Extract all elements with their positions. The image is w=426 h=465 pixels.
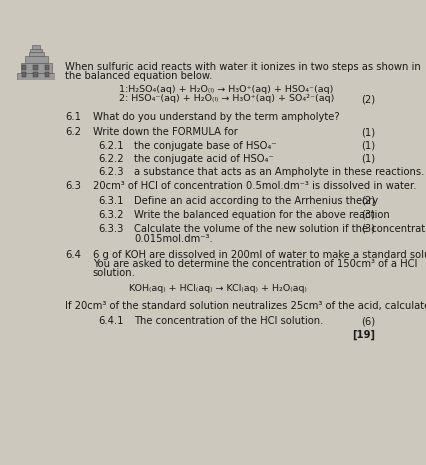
Text: KOH₍aq₎ + HCl₍aq₎ → KCl₍aq₎ + H₂O₍aq₎: KOH₍aq₎ + HCl₍aq₎ → KCl₍aq₎ + H₂O₍aq₎ bbox=[130, 284, 307, 293]
Text: What do you understand by the term ampholyte?: What do you understand by the term ampho… bbox=[93, 112, 340, 122]
Bar bbox=[31, 49, 42, 52]
Text: (2): (2) bbox=[361, 196, 375, 206]
Text: [19]: [19] bbox=[352, 330, 375, 340]
Bar bbox=[33, 66, 38, 70]
Text: 20cm³ of HCl of concentration 0.5mol.dm⁻³ is dissolved in water.: 20cm³ of HCl of concentration 0.5mol.dm⁻… bbox=[93, 180, 416, 191]
Bar bbox=[25, 56, 48, 63]
Bar bbox=[17, 73, 55, 80]
Text: (1): (1) bbox=[361, 153, 375, 164]
Bar bbox=[45, 73, 49, 77]
Text: When sulfuric acid reacts with water it ionizes in two steps as shown in: When sulfuric acid reacts with water it … bbox=[65, 62, 420, 72]
Text: 6.2.1: 6.2.1 bbox=[98, 140, 124, 151]
Bar bbox=[22, 73, 26, 77]
Text: the conjugate base of HSO₄⁻: the conjugate base of HSO₄⁻ bbox=[134, 140, 277, 151]
Text: 6.2: 6.2 bbox=[65, 127, 81, 138]
Text: If 20cm³ of the standard solution neutralizes 25cm³ of the acid, calculate: If 20cm³ of the standard solution neutra… bbox=[65, 301, 426, 311]
Text: (3): (3) bbox=[361, 224, 375, 233]
Text: the conjugate acid of HSO₄⁻: the conjugate acid of HSO₄⁻ bbox=[134, 153, 274, 164]
Text: 6.3.1: 6.3.1 bbox=[98, 196, 123, 206]
Text: (6): (6) bbox=[361, 316, 375, 326]
Bar bbox=[32, 45, 40, 49]
Bar bbox=[22, 66, 26, 70]
Text: the balanced equation below.: the balanced equation below. bbox=[65, 71, 212, 81]
Text: 6.2.3: 6.2.3 bbox=[98, 166, 123, 177]
Text: 6.4.1: 6.4.1 bbox=[98, 316, 123, 326]
Text: 6.1: 6.1 bbox=[65, 112, 81, 122]
Text: 6 g of KOH are dissolved in 200ml of water to make a standard solution: 6 g of KOH are dissolved in 200ml of wat… bbox=[93, 250, 426, 260]
Text: 6.4: 6.4 bbox=[65, 250, 81, 260]
Text: Write the balanced equation for the above reaction: Write the balanced equation for the abov… bbox=[134, 210, 390, 220]
Text: Calculate the volume of the new solution if the concentration is: Calculate the volume of the new solution… bbox=[134, 224, 426, 233]
Text: 2: HSO₄⁻(aq) + H₂O₍ₗ₎ → H₃O⁺(aq) + SO₄²⁻(aq): 2: HSO₄⁻(aq) + H₂O₍ₗ₎ → H₃O⁺(aq) + SO₄²⁻… bbox=[119, 94, 335, 103]
Bar bbox=[29, 52, 44, 56]
Bar bbox=[45, 66, 49, 70]
Text: (1): (1) bbox=[361, 127, 375, 138]
Bar bbox=[33, 73, 38, 77]
Text: You are asked to determine the concentration of 150cm³ of a HCl: You are asked to determine the concentra… bbox=[93, 259, 417, 269]
Text: (2): (2) bbox=[361, 94, 375, 104]
Text: 6.3.3: 6.3.3 bbox=[98, 224, 123, 233]
Text: 6.3.2: 6.3.2 bbox=[98, 210, 123, 220]
Text: 6.3: 6.3 bbox=[65, 180, 81, 191]
Bar bbox=[21, 63, 52, 73]
Text: (1): (1) bbox=[361, 140, 375, 151]
Text: a substance that acts as an Ampholyte in these reactions.: a substance that acts as an Ampholyte in… bbox=[134, 166, 425, 177]
Text: The concentration of the HCl solution.: The concentration of the HCl solution. bbox=[134, 316, 323, 326]
Text: 6.2.2: 6.2.2 bbox=[98, 153, 124, 164]
Text: (3): (3) bbox=[361, 210, 375, 220]
Text: 1:H₂SO₄(aq) + H₂O₍ₗ₎ → H₃O⁺(aq) + HSO₄⁻(aq): 1:H₂SO₄(aq) + H₂O₍ₗ₎ → H₃O⁺(aq) + HSO₄⁻(… bbox=[119, 85, 334, 94]
Text: 0.015mol.dm⁻³.: 0.015mol.dm⁻³. bbox=[134, 234, 213, 245]
Text: solution.: solution. bbox=[93, 268, 136, 279]
Text: Define an acid according to the Arrhenius theory: Define an acid according to the Arrheniu… bbox=[134, 196, 378, 206]
Text: Write down the FORMULA for: Write down the FORMULA for bbox=[93, 127, 238, 138]
